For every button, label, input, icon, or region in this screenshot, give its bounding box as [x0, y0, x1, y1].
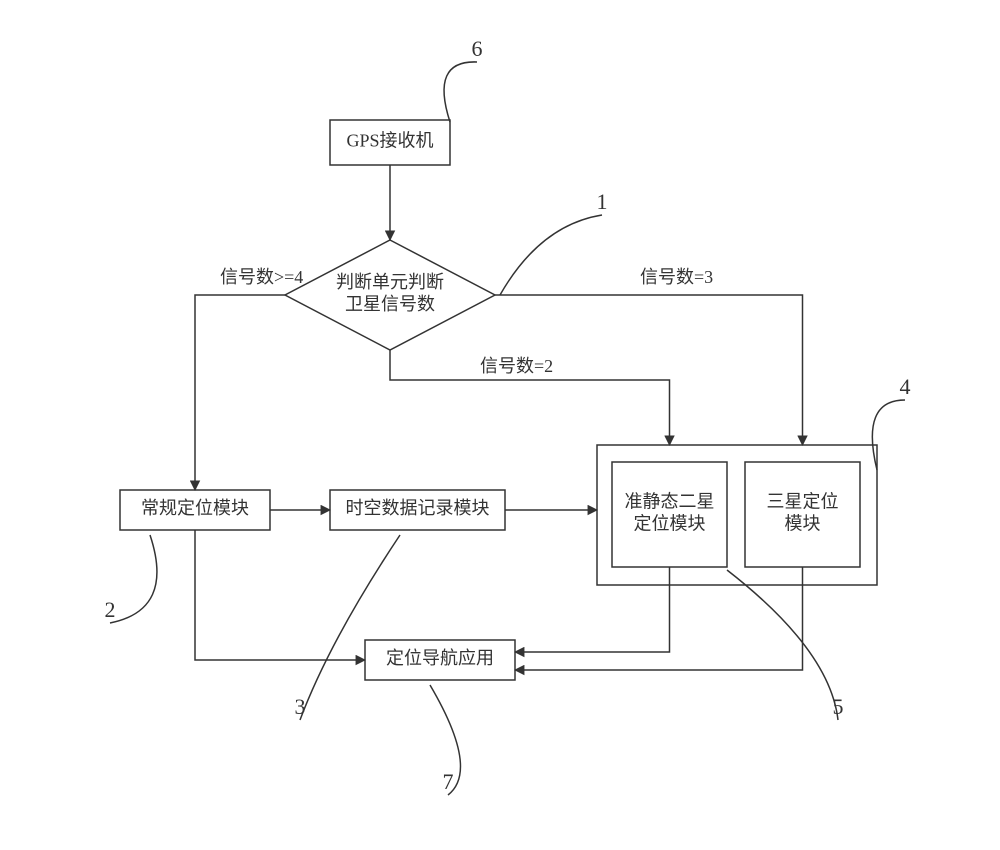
node-module2-label: 常规定位模块: [141, 498, 249, 518]
callout-n4: 4: [900, 374, 911, 399]
node-app7-label: 定位导航应用: [386, 648, 494, 668]
edge-mr-app7: [515, 567, 803, 670]
callout-n2: 2: [105, 597, 116, 622]
edge-m5-app7: [515, 567, 670, 652]
callout-n2-leader: [110, 535, 157, 623]
callout-n3-leader: [300, 535, 400, 720]
callout-n5: 5: [833, 694, 844, 719]
node-module3-label: 时空数据记录模块: [346, 498, 490, 518]
callout-n7: 7: [443, 769, 454, 794]
edge-decision-module2: [195, 295, 285, 490]
callout-n6-leader: [444, 62, 477, 122]
node-decision-label: 判断单元判断卫星信号数: [336, 272, 444, 314]
callout-n3: 3: [295, 694, 306, 719]
edge-label-eq3: 信号数=3: [640, 267, 713, 287]
edge-m2-app7: [195, 530, 365, 660]
callout-n1-leader: [500, 215, 602, 295]
edge-label-eq2: 信号数=2: [480, 356, 553, 376]
callout-n5-leader: [727, 570, 838, 720]
edge-label-ge4: 信号数>=4: [220, 267, 303, 287]
callout-n1: 1: [597, 189, 608, 214]
callout-n6: 6: [472, 36, 483, 61]
node-gps-label: GPS接收机: [346, 131, 433, 151]
node-module_r-label: 三星定位模块: [767, 492, 839, 534]
node-module5-label: 准静态二星定位模块: [625, 492, 715, 534]
